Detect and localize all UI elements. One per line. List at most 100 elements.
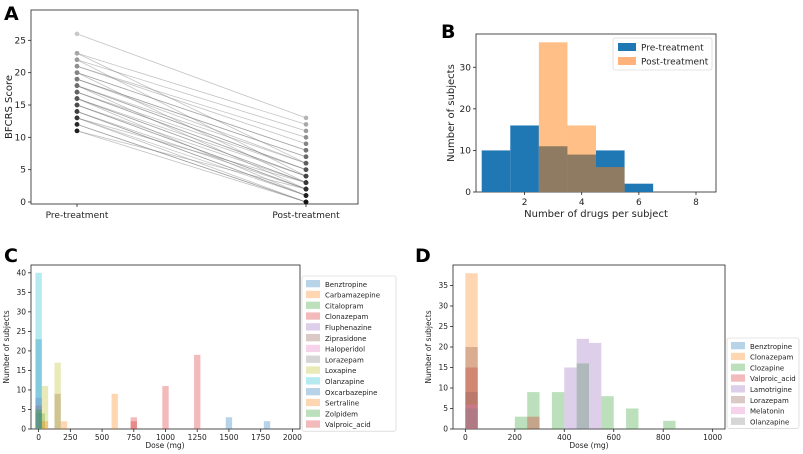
bar-benztropine bbox=[465, 392, 478, 429]
bar-valproic-acid bbox=[527, 416, 540, 429]
bar-carbamazepine bbox=[60, 421, 68, 429]
post-point bbox=[303, 115, 309, 121]
legend-swatch-sertraline bbox=[306, 398, 320, 407]
bar-oxcarbazepine bbox=[263, 421, 271, 429]
subject-line bbox=[76, 85, 307, 171]
y-tick-label: 20 bbox=[15, 69, 27, 79]
panel-a-ylabel: BFCRS Score bbox=[4, 75, 15, 139]
legend-label-citalopram: Citalopram bbox=[325, 302, 364, 310]
x-tick-label: 1500 bbox=[219, 433, 238, 442]
x-tick-label: 600 bbox=[607, 433, 622, 442]
y-tick-label: 20 bbox=[16, 346, 26, 355]
y-tick-label: 30 bbox=[438, 302, 448, 311]
x-tick-label: 800 bbox=[656, 433, 671, 442]
subject-line bbox=[76, 72, 307, 151]
y-tick-label: 40 bbox=[16, 268, 26, 277]
panel-d-xlabel: Dose (mg) bbox=[569, 441, 608, 450]
legend-label-olanzapine: Olanzapine bbox=[325, 378, 364, 386]
legend-box bbox=[301, 275, 397, 432]
y-tick-label: 10 bbox=[438, 384, 448, 393]
subject-line bbox=[76, 33, 307, 119]
bar-clozapine bbox=[576, 363, 589, 429]
bar-clozapine bbox=[527, 392, 540, 429]
legend-label-valproic-acid: Valproic_acid bbox=[325, 421, 371, 429]
y-tick-label: 5 bbox=[20, 166, 26, 176]
y-tick-label: 0 bbox=[465, 188, 471, 198]
subject-line bbox=[76, 124, 307, 203]
subject-line bbox=[76, 52, 307, 125]
panel-b-ylabel: Number of subjects bbox=[446, 64, 457, 162]
legend-swatch-clonazepam bbox=[306, 312, 320, 320]
legend-swatch-olanzapine bbox=[731, 417, 745, 425]
legend-label-melatonin: Melatonin bbox=[750, 408, 784, 416]
legend-swatch-benztropine bbox=[731, 342, 745, 350]
legend-label-carbamazepine: Carbamazepine bbox=[325, 292, 380, 300]
subject-line bbox=[76, 91, 307, 171]
bar-benztropine bbox=[35, 339, 42, 429]
subject-line bbox=[76, 130, 307, 190]
post-point bbox=[303, 160, 309, 166]
legend-swatch-lamotrigine bbox=[731, 385, 745, 393]
subject-line bbox=[76, 85, 307, 190]
bar-melatonin bbox=[465, 404, 478, 429]
subject-line bbox=[76, 59, 307, 132]
y-tick-label: 10 bbox=[460, 146, 472, 156]
subject-line bbox=[76, 111, 307, 196]
x-tick-label: 1000 bbox=[703, 433, 722, 442]
bar-fluphenazine bbox=[35, 397, 42, 429]
post-point bbox=[303, 128, 309, 134]
pre-point bbox=[74, 83, 80, 88]
bar-lorazepam bbox=[465, 347, 478, 429]
subject-line bbox=[76, 111, 307, 196]
post-point bbox=[303, 180, 309, 185]
subject-line bbox=[76, 98, 307, 177]
legend-swatch-pre-treatment bbox=[618, 43, 636, 51]
panel-c-xlabel: Dose (mg) bbox=[145, 441, 184, 450]
legend-swatch-valproic-acid bbox=[731, 374, 745, 382]
legend-swatch-carbamazepine bbox=[306, 290, 320, 299]
bar-lamotrigine bbox=[589, 342, 602, 429]
bar-post-treatment bbox=[567, 125, 596, 192]
bar-lorazepam bbox=[35, 413, 42, 429]
panel-d-ylabel: Number of subjects bbox=[424, 310, 433, 383]
subject-line bbox=[76, 130, 307, 203]
post-point bbox=[303, 167, 309, 172]
legend-label-fluphenazine: Fluphenazine bbox=[325, 324, 372, 332]
subject-line bbox=[76, 98, 307, 183]
bar-pre-treatment bbox=[481, 150, 511, 192]
bar-loxapine bbox=[54, 362, 61, 429]
pre-point bbox=[74, 70, 80, 75]
subject-line bbox=[76, 78, 307, 158]
legend-label-ziprasidone: Ziprasidone bbox=[325, 335, 366, 343]
post-point bbox=[303, 122, 309, 127]
subject-line bbox=[76, 104, 307, 183]
x-tick-label: 400 bbox=[557, 433, 572, 442]
bar-valproic-acid bbox=[465, 367, 478, 429]
legend-label-oxcarbazepine: Oxcarbazepine bbox=[325, 389, 377, 397]
subject-line bbox=[76, 72, 307, 183]
bar-loxapine bbox=[41, 386, 49, 429]
legend-swatch-zolpidem bbox=[306, 409, 320, 417]
legend-label-benztropine: Benztropine bbox=[750, 343, 792, 351]
subject-line bbox=[76, 65, 307, 138]
subject-line bbox=[76, 78, 307, 158]
x-tick-label: 500 bbox=[95, 433, 110, 442]
y-tick-label: 5 bbox=[443, 404, 448, 413]
post-point bbox=[303, 141, 309, 147]
panel-d-legend: Benztropine Clonazepam Clozapine Valproic_a… bbox=[726, 337, 800, 429]
subject-line bbox=[76, 65, 307, 145]
bar-post-treatment bbox=[538, 42, 568, 192]
legend-swatch-benztropine bbox=[306, 280, 320, 288]
legend-label-clozapine: Clozapine bbox=[750, 364, 784, 372]
y-tick-label: 10 bbox=[16, 385, 26, 394]
x-tick-label: 0 bbox=[36, 433, 41, 442]
y-tick-label: 35 bbox=[438, 281, 448, 290]
bar-clonazepam bbox=[162, 386, 169, 429]
y-tick-label: 20 bbox=[460, 105, 472, 115]
y-tick-label: 0 bbox=[20, 198, 26, 208]
bar-clozapine bbox=[663, 420, 676, 429]
panel-d-plot-area: 0 200 400 600 800 1000 0 5 10 15 20 25 30 35 bbox=[438, 273, 722, 442]
subject-line bbox=[76, 98, 307, 196]
legend-label-loxapine: Loxapine bbox=[325, 367, 356, 375]
bar-clonazepam bbox=[35, 405, 42, 429]
